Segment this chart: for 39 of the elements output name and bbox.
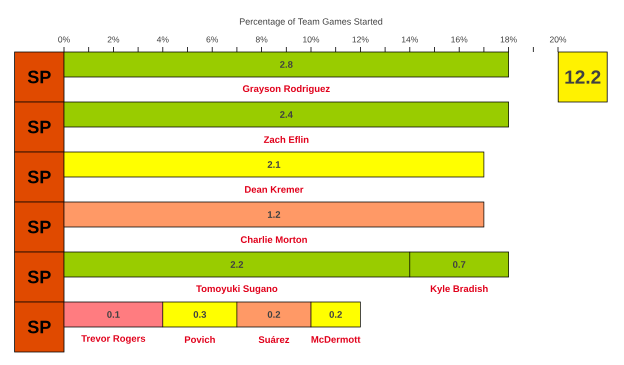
text: 12.2 xyxy=(565,70,600,84)
x-tick-label: 10% xyxy=(303,36,320,42)
annotation: Tomoyuki Sugano xyxy=(196,285,278,294)
annotation: Trevor Rogers xyxy=(81,335,146,344)
annotation: 2.2 xyxy=(230,261,244,268)
y-tick-label: SP xyxy=(28,220,51,234)
annotation: 2.1 xyxy=(268,161,280,168)
x-tick-label: 4% xyxy=(156,36,169,42)
y-tick-label: SP xyxy=(28,320,51,334)
annotation: 1.2 xyxy=(268,211,280,218)
annotation: 2.8 xyxy=(280,61,293,68)
x-tick-label: 12% xyxy=(352,36,369,42)
annotation: 0.2 xyxy=(268,311,280,318)
annotation: 0.7 xyxy=(452,261,466,268)
x-tick-label: 6% xyxy=(206,36,218,42)
annotation: Suárez xyxy=(258,336,290,344)
x-tick-label: 20% xyxy=(550,36,566,42)
x-tick-label: 14% xyxy=(402,36,418,42)
annotation: Grayson Rodriguez xyxy=(242,85,330,94)
x-tick-label: 0% xyxy=(58,36,70,42)
x-tick-label: 18% xyxy=(500,36,517,42)
annotation: Dean Kremer xyxy=(245,186,304,193)
annotation: Kyle Bradish xyxy=(430,285,488,294)
x-tick-label: 2% xyxy=(108,36,120,42)
y-tick-label: SP xyxy=(28,170,51,184)
y-tick-label: SP xyxy=(28,70,51,84)
y-tick-label: SP xyxy=(28,120,51,134)
y-tick-label: SP xyxy=(28,270,51,284)
annotation: 2.4 xyxy=(280,111,293,118)
annotation: McDermott xyxy=(312,336,360,343)
x-tick-label: 16% xyxy=(451,36,468,42)
x-axis-title: Percentage of Team Games Started xyxy=(240,18,382,26)
annotation: Charlie Morton xyxy=(240,236,307,243)
annotation: 0.1 xyxy=(107,311,120,318)
annotation: Povich xyxy=(184,336,215,343)
annotation: Zach Eflin xyxy=(264,136,308,143)
annotation: 0.2 xyxy=(329,311,342,318)
x-tick-label: 8% xyxy=(256,36,268,42)
annotation: 0.3 xyxy=(194,311,206,318)
